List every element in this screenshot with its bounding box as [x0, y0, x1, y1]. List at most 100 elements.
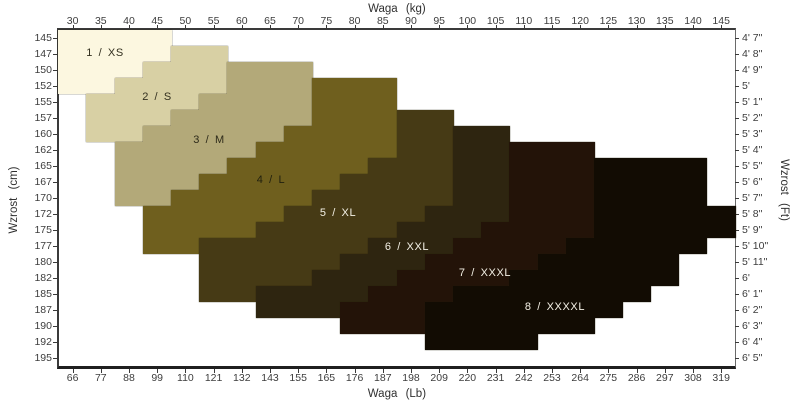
tick-mark [185, 369, 187, 373]
tick-mark [735, 134, 740, 135]
tick-mark [552, 25, 553, 30]
right-axis-tick-label: 5' 1" [742, 96, 763, 108]
left-axis-tick-label: 187 [34, 304, 52, 316]
tick-mark [72, 25, 74, 30]
size-region-5-slice [340, 174, 369, 254]
tick-mark [735, 310, 740, 311]
tick-mark [185, 25, 187, 30]
size-region-8-slice [537, 254, 567, 334]
left-axis-tick-label: 167 [34, 176, 52, 188]
tick-mark [735, 182, 740, 183]
top-axis-tick-label: 60 [235, 15, 248, 27]
left-axis-tick-label: 172 [34, 208, 52, 220]
left-axis-tick-label: 160 [34, 128, 52, 140]
tick-mark [53, 134, 58, 135]
size-region-4-slice [312, 78, 341, 190]
tick-mark [495, 369, 497, 373]
tick-mark [53, 182, 58, 183]
size-region-1-label: 1 / XS [86, 47, 124, 59]
size-region-6-slice [283, 286, 313, 318]
tick-mark [53, 326, 58, 327]
left-axis-tick-label: 177 [34, 240, 52, 252]
left-axis-tick-label: 157 [34, 112, 52, 124]
left-axis-tick-label: 170 [34, 192, 52, 204]
size-region-5-slice [424, 110, 454, 206]
top-axis-tick-label: 35 [94, 15, 107, 27]
left-axis-tick-label: 192 [34, 336, 52, 348]
size-region-8-slice [706, 206, 736, 238]
right-axis-tick-label: 6' 5" [742, 352, 763, 364]
top-axis-tick-label: 105 [486, 15, 505, 27]
tick-mark [636, 25, 638, 30]
bottom-axis-tick-label: 286 [627, 372, 646, 384]
size-region-1-slice [86, 30, 116, 94]
tick-mark [735, 278, 740, 279]
tick-mark [735, 326, 740, 327]
tick-mark [326, 25, 328, 30]
left-axis-tick-label: 182 [34, 272, 52, 284]
tick-mark [298, 25, 300, 30]
right-axis-title: Wzrost (Ft) [778, 159, 790, 221]
size-region-3-slice [255, 62, 285, 142]
size-region-3-slice [199, 94, 228, 174]
tick-mark [735, 246, 740, 247]
size-region-4-label: 4 / L [256, 174, 286, 186]
size-region-3-slice [142, 126, 172, 206]
size-region-8-slice [424, 302, 454, 350]
right-axis-tick-label: 4' 8" [742, 48, 763, 60]
right-axis-tick-label: 5' 6" [742, 176, 763, 188]
right-axis-tick-label: 5' 4" [742, 144, 763, 156]
size-region-3-slice [171, 110, 200, 190]
tick-mark [467, 25, 469, 30]
right-axis-tick-label: 6' 4" [742, 336, 763, 348]
top-axis-tick-label: 50 [179, 15, 192, 27]
top-axis-tick-label: 140 [684, 15, 702, 27]
size-region-4-slice [283, 126, 313, 206]
bottom-axis-tick-label: 155 [289, 372, 307, 384]
tick-mark [270, 369, 271, 373]
size-region-4-slice [340, 78, 369, 174]
size-region-7-slice [424, 254, 454, 302]
tick-mark [53, 118, 58, 119]
tick-mark [382, 369, 384, 373]
top-axis-tick-label: 30 [66, 15, 79, 27]
right-axis-tick-label: 5' 11" [742, 256, 768, 268]
size-region-7-slice [368, 286, 398, 334]
right-axis-tick-label: 5' 5" [742, 160, 763, 172]
tick-mark [100, 25, 102, 30]
size-region-8-slice [481, 286, 510, 350]
size-region-2-slice [171, 46, 200, 110]
size-region-1-slice [58, 30, 87, 94]
left-axis-tick-label: 155 [34, 96, 52, 108]
bottom-axis-tick-label: 110 [177, 372, 194, 384]
tick-mark [241, 369, 243, 373]
bottom-axis-tick-label: 66 [66, 372, 79, 384]
size-region-3-label: 3 / M [193, 134, 225, 146]
top-axis-tick-label: 100 [458, 15, 477, 27]
size-region-2-label: 2 / S [142, 91, 172, 103]
bottom-axis-tick-label: 176 [345, 372, 364, 384]
top-axis-tick-label: 40 [123, 15, 135, 27]
size-region-4-slice [142, 206, 172, 254]
size-region-6-slice [424, 206, 454, 254]
tick-mark [157, 25, 159, 30]
tick-mark [53, 86, 58, 87]
bottom-axis-tick-label: 209 [430, 372, 448, 384]
tick-mark [129, 25, 130, 30]
bottom-axis-tick-label: 231 [486, 372, 505, 384]
tick-mark [664, 369, 666, 373]
tick-mark [53, 294, 58, 295]
bottom-axis-tick-label: 77 [94, 372, 107, 384]
right-axis-tick-label: 5' [742, 80, 750, 92]
tick-mark [608, 369, 610, 373]
top-axis-tick-label: 125 [599, 15, 618, 27]
tick-mark [213, 25, 215, 30]
tick-mark [53, 310, 58, 311]
top-axis-tick-label: 115 [543, 15, 561, 27]
bottom-axis-tick-label: 297 [656, 372, 674, 384]
size-region-8-slice [594, 158, 623, 318]
size-region-2-slice [114, 78, 144, 142]
bottom-axis-tick-label: 308 [684, 372, 702, 384]
top-axis-tick-label: 85 [376, 15, 389, 27]
